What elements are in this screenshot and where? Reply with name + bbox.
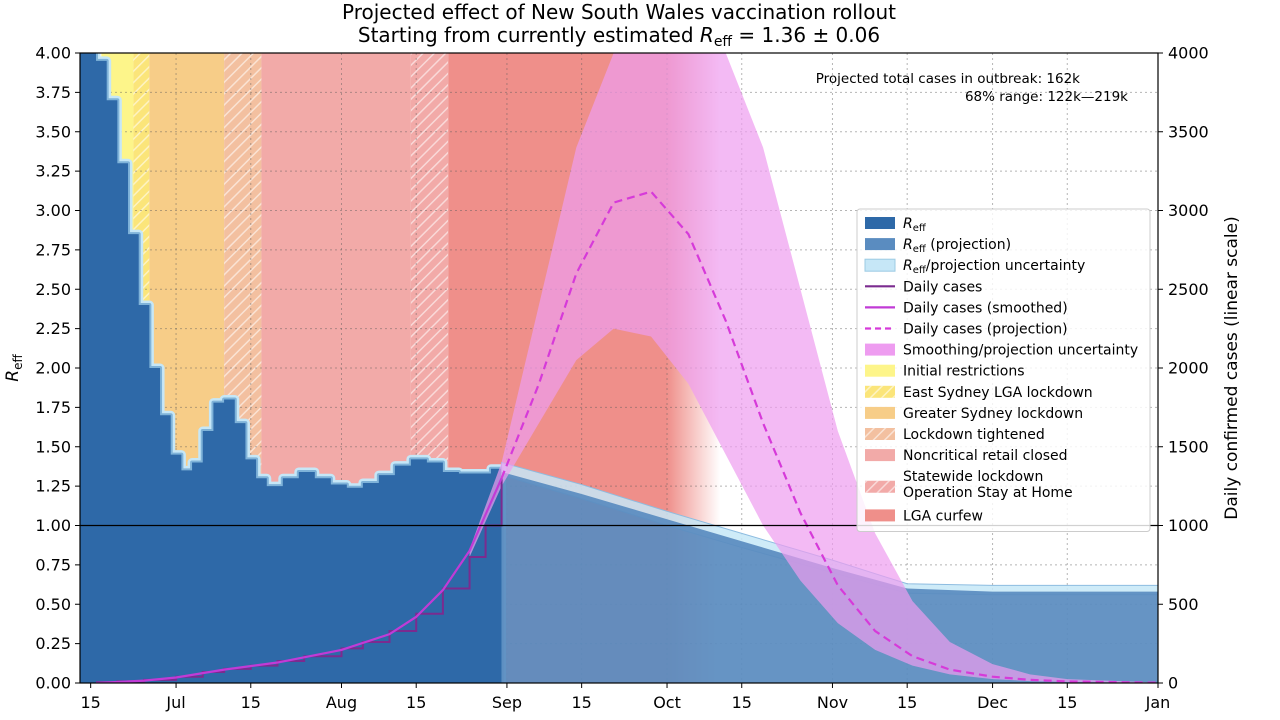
legend-swatch xyxy=(865,343,895,356)
y-tick-label-right: 0 xyxy=(1168,674,1178,693)
range-annotation: 68% range: 122k—219k xyxy=(965,89,1128,105)
x-tick-label: 15 xyxy=(1057,693,1077,712)
y-tick-label-left: 4.00 xyxy=(35,44,71,63)
y-tick-label-right: 2000 xyxy=(1168,359,1209,378)
x-tick-label: 15 xyxy=(732,693,752,712)
y-tick-label-left: 2.00 xyxy=(35,359,71,378)
daily-cases-projection-line xyxy=(500,190,1158,683)
legend-label: LGA curfew xyxy=(903,508,983,524)
y-tick-label-right: 500 xyxy=(1168,595,1199,614)
x-tick-label: Nov xyxy=(817,693,848,712)
legend-swatch-hatch xyxy=(865,480,895,493)
x-tick-label: Oct xyxy=(653,693,681,712)
legend-label: Lockdown tightened xyxy=(903,427,1045,443)
legend-swatch-hatch xyxy=(865,385,895,398)
legend-label: Daily cases xyxy=(903,279,982,295)
legend-label: Daily cases (smoothed) xyxy=(903,300,1068,316)
legend-label: Daily cases (projection) xyxy=(903,322,1068,338)
chart-title: Projected effect of New South Wales vacc… xyxy=(342,0,896,24)
total-cases-annotation: Projected total cases in outbreak: 162k xyxy=(816,71,1080,87)
y-tick-label-right: 1000 xyxy=(1168,516,1209,535)
legend-swatch xyxy=(865,217,895,229)
y-tick-label-right: 3500 xyxy=(1168,122,1209,141)
x-tick-label: Sep xyxy=(492,693,522,712)
legend-label: Statewide lockdown xyxy=(903,469,1043,485)
x-tick-label: 15 xyxy=(571,693,591,712)
y-tick-label-left: 3.25 xyxy=(35,162,71,181)
y-tick-label-left: 3.75 xyxy=(35,83,71,102)
legend-swatch-hatch xyxy=(865,428,895,440)
x-tick-label: 15 xyxy=(80,693,100,712)
y-tick-label-left: 2.50 xyxy=(35,280,71,299)
y-axis-label-left: Reff xyxy=(3,354,25,382)
legend-label: Noncritical retail closed xyxy=(903,448,1068,464)
legend-swatch xyxy=(864,258,896,272)
legend-label: Reff (projection) xyxy=(903,237,1011,255)
y-tick-label-left: 3.00 xyxy=(35,201,71,220)
plot-area xyxy=(80,53,1158,683)
legend-swatch xyxy=(865,509,895,522)
x-tick-label: Jan xyxy=(1145,693,1171,712)
legend-label: Reff/projection uncertainty xyxy=(903,258,1085,276)
y-tick-label-left: 1.00 xyxy=(35,516,71,535)
legend-label: Smoothing/projection uncertainty xyxy=(903,343,1138,359)
y-tick-label-left: 2.25 xyxy=(35,319,71,338)
y-tick-label-right: 3000 xyxy=(1168,201,1209,220)
y-tick-label-left: 3.50 xyxy=(35,122,71,141)
y-tick-label-left: 2.75 xyxy=(35,240,71,259)
y-tick-label-left: 0.25 xyxy=(35,634,71,653)
legend-label: Reff xyxy=(903,216,927,234)
legend: Reff Reff (projection) Reff/projection unc… xyxy=(856,208,1151,532)
x-tick-label: Aug xyxy=(326,693,357,712)
legend-swatch xyxy=(865,449,895,462)
x-tick-label: Dec xyxy=(977,693,1008,712)
y-tick-label-left: 1.75 xyxy=(35,398,71,417)
legend-swatch xyxy=(865,406,895,419)
y-tick-label-left: 0.75 xyxy=(35,555,71,574)
legend-label-line2: Operation Stay at Home xyxy=(903,485,1073,501)
y-tick-label-left: 0.00 xyxy=(35,674,71,693)
y-tick-label-right: 2500 xyxy=(1168,280,1209,299)
x-tick-label: Jul xyxy=(165,693,185,712)
cases-uncertainty-band xyxy=(469,53,1158,683)
y-tick-label-left: 1.50 xyxy=(35,437,71,456)
y-tick-label-right: 1500 xyxy=(1168,437,1209,456)
legend-swatch xyxy=(865,364,895,377)
daily-cases-smoothed-line xyxy=(95,477,503,683)
chart-subtitle: Starting from currently estimated Reff =… xyxy=(358,23,880,50)
legend-label: Greater Sydney lockdown xyxy=(903,406,1083,422)
legend-swatch xyxy=(865,238,895,251)
y-tick-label-left: 0.50 xyxy=(35,595,71,614)
legend-label: Initial restrictions xyxy=(903,364,1025,380)
y-axis-label-right: Daily confirmed cases (linear scale) xyxy=(1222,216,1242,519)
y-tick-label-right: 4000 xyxy=(1168,44,1209,63)
y-tick-label-left: 1.25 xyxy=(35,477,71,496)
legend-label: East Sydney LGA lockdown xyxy=(903,385,1093,401)
x-tick-label: 15 xyxy=(241,693,261,712)
x-tick-label: 15 xyxy=(406,693,426,712)
x-tick-label: 15 xyxy=(897,693,917,712)
legend-box xyxy=(856,208,1151,532)
